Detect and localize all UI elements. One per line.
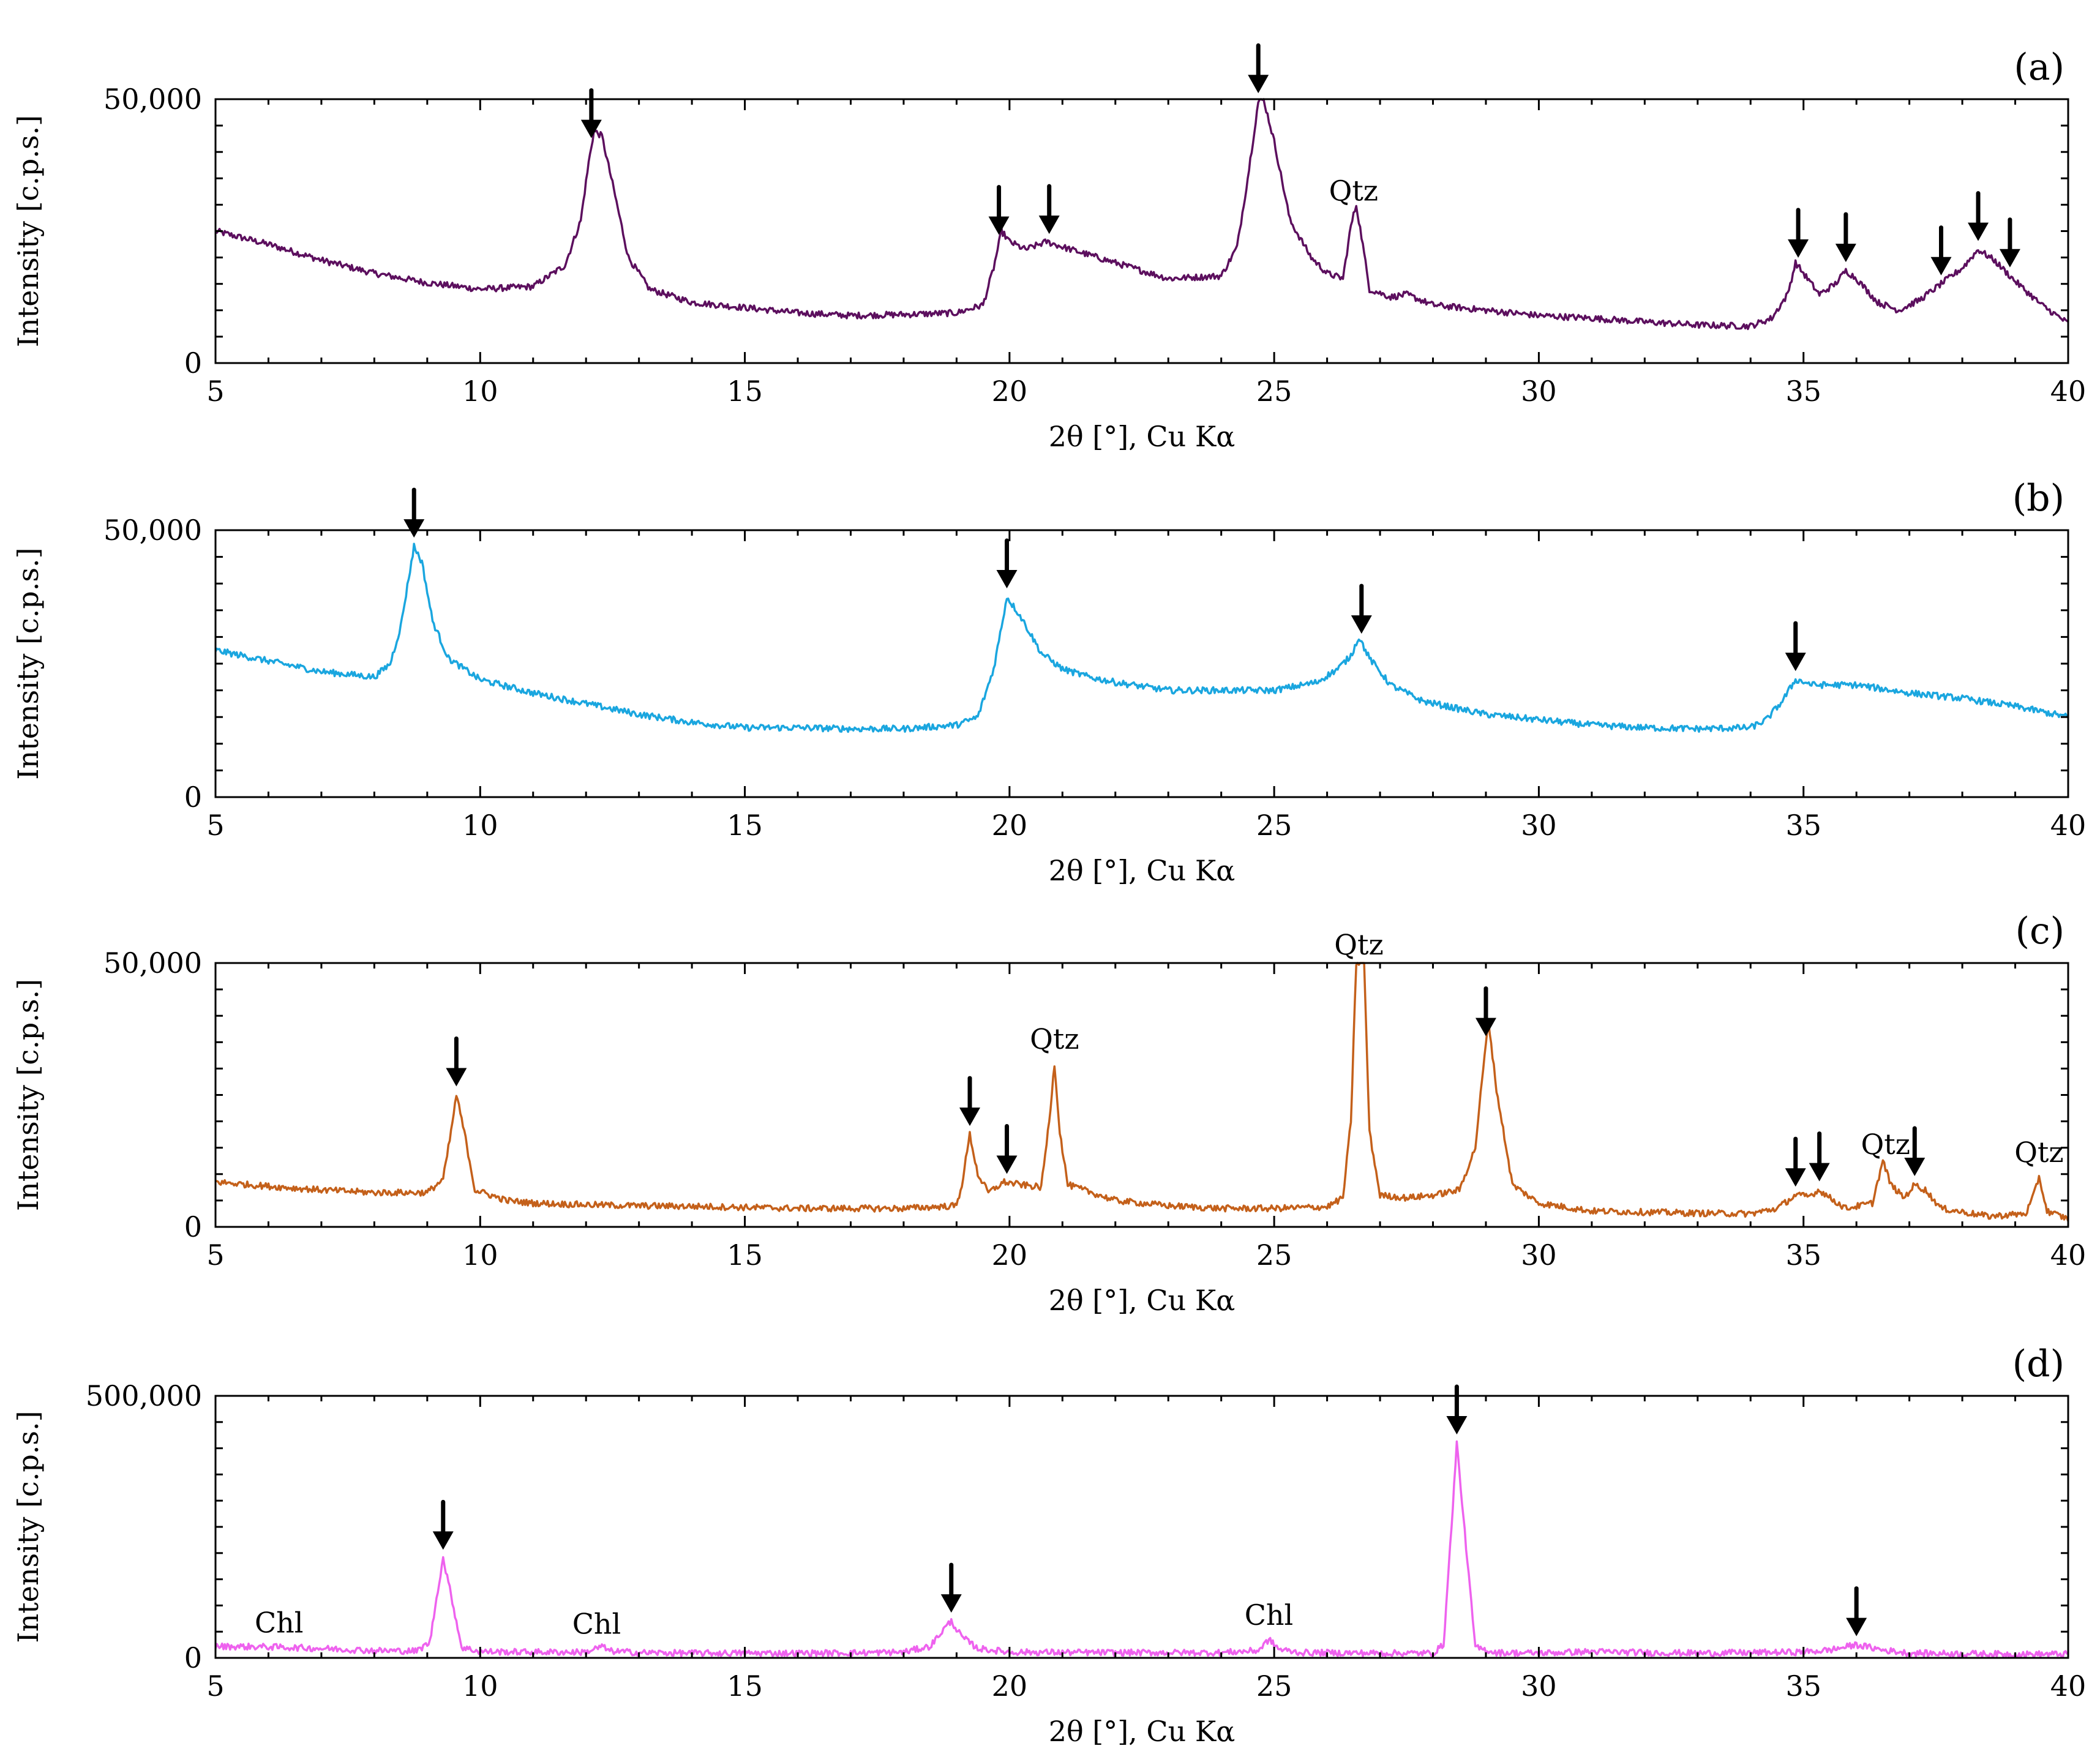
peak-arrow (1788, 208, 1809, 258)
panel-label: (d) (2012, 1343, 2064, 1385)
x-tick-label: 20 (992, 1670, 1028, 1703)
x-tick-label: 25 (1256, 375, 1292, 408)
plot-frame (214, 529, 2069, 798)
x-tick-label: 40 (2050, 375, 2087, 408)
x-tick-label: 35 (1785, 809, 1821, 842)
x-tick-label: 5 (206, 1670, 224, 1703)
y-tick-label: 500,000 (86, 1379, 202, 1412)
peak-annotation: Qtz (2014, 1136, 2063, 1169)
x-tick-label: 5 (206, 809, 224, 842)
x-tick-label: 30 (1521, 1670, 1557, 1703)
x-tick-label: 20 (992, 375, 1028, 408)
x-tick-label: 30 (1521, 809, 1557, 842)
x-tick-label: 40 (2050, 1670, 2087, 1703)
x-tick-label: 15 (727, 809, 763, 842)
peak-annotation: Chl (1245, 1598, 1294, 1632)
series-line (214, 1440, 2069, 1658)
panel-a: 5 10 15 20 25 30 35 40 0 50,000 2θ [°], Cu Kα Inten… (12, 43, 2087, 453)
x-tick-label: 20 (992, 1239, 1028, 1272)
peak-arrow (1446, 1384, 1468, 1435)
panel-label: (b) (2012, 477, 2064, 520)
peak-annotation: Chl (255, 1606, 304, 1640)
y-axis-title: Intensity [c.p.s.] (12, 1411, 45, 1643)
x-tick-label: 25 (1256, 809, 1292, 842)
x-axis-title: 2θ [°], Cu Kα (1049, 420, 1236, 453)
series-line (214, 542, 2069, 733)
peak-arrow (1846, 1586, 1867, 1636)
peak-arrow (1785, 621, 1806, 672)
x-tick-label: 15 (727, 375, 763, 408)
peak-annotation: Qtz (1030, 1022, 1079, 1055)
x-tick-label: 40 (2050, 1239, 2087, 1272)
peak-annotation: Chl (572, 1607, 621, 1640)
y-axis-title: Intensity [c.p.s.] (12, 979, 45, 1211)
peak-arrow (1835, 212, 1856, 263)
x-tick-label: 25 (1256, 1239, 1292, 1272)
x-tick-label: 5 (206, 1239, 224, 1272)
plot-frame (214, 1395, 2069, 1659)
plot-frame (214, 98, 2069, 364)
peak-arrow (1038, 184, 1060, 234)
panel-label: (a) (2014, 46, 2064, 89)
x-tick-label: 30 (1521, 375, 1557, 408)
x-tick-label: 35 (1785, 375, 1821, 408)
peak-arrow (1904, 1126, 1926, 1177)
x-tick-label: 10 (462, 375, 498, 408)
panel-b: 5 10 15 20 25 30 35 40 0 50,000 2θ [°], Cu Kα Inten… (12, 477, 2086, 887)
peak-arrow (446, 1036, 467, 1087)
peak-annotation: Qtz (1329, 174, 1378, 208)
y-tick-label: 0 (184, 1641, 202, 1674)
peak-arrow (1248, 43, 1269, 94)
peak-arrow (1930, 225, 1952, 275)
series-line (215, 962, 2069, 1222)
x-axis-title: 2θ [°], Cu Kα (1049, 1715, 1236, 1748)
y-tick-label: 50,000 (103, 946, 202, 980)
peak-arrow (996, 1123, 1018, 1174)
x-tick-label: 35 (1785, 1239, 1821, 1272)
peak-arrow (940, 1562, 962, 1613)
peak-arrow (959, 1076, 981, 1126)
peak-arrow (1999, 217, 2020, 268)
x-tick-label: 20 (992, 809, 1028, 842)
peak-arrow (1809, 1131, 1830, 1182)
x-tick-label: 40 (2050, 809, 2087, 842)
x-tick-label: 5 (206, 375, 224, 408)
x-tick-label: 10 (462, 1670, 498, 1703)
peak-arrow (1351, 583, 1372, 634)
peak-arrow (1475, 986, 1496, 1036)
series-line (214, 98, 2069, 331)
panel-d: 5 10 15 20 25 30 35 40 0 500,000 2θ [°], Cu Kα Inte… (12, 1343, 2086, 1748)
x-tick-label: 15 (727, 1239, 763, 1272)
x-tick-label: 25 (1256, 1670, 1292, 1703)
x-tick-label: 30 (1521, 1239, 1557, 1272)
peak-arrow (988, 185, 1010, 235)
plot-frame (214, 962, 2069, 1228)
peak-arrow (996, 538, 1018, 588)
peak-arrow (1968, 191, 1989, 241)
y-tick-label: 50,000 (103, 514, 202, 547)
panel-c: 5 10 15 20 25 30 35 40 0 50,000 2θ [°], Cu Kα Inten… (12, 910, 2086, 1317)
x-axis-title: 2θ [°], Cu Kα (1049, 1284, 1236, 1317)
peak-arrow (1785, 1136, 1806, 1187)
x-axis-title: 2θ [°], Cu Kα (1049, 854, 1236, 887)
peak-annotation: Qtz (1334, 928, 1383, 961)
y-tick-label: 50,000 (103, 83, 202, 116)
y-tick-label: 0 (184, 347, 202, 380)
x-tick-label: 15 (727, 1670, 763, 1703)
peak-arrow (580, 88, 602, 138)
y-tick-label: 0 (184, 781, 202, 814)
peak-arrow (403, 487, 425, 538)
y-axis-title: Intensity [c.p.s.] (12, 547, 45, 779)
x-tick-label: 10 (462, 1239, 498, 1272)
peak-annotation: Qtz (1861, 1128, 1910, 1161)
panel-label: (c) (2016, 910, 2064, 953)
peak-arrow (432, 1499, 454, 1550)
x-tick-label: 35 (1785, 1670, 1821, 1703)
x-tick-label: 10 (462, 809, 498, 842)
y-tick-label: 0 (184, 1210, 202, 1243)
y-axis-title: Intensity [c.p.s.] (12, 115, 45, 347)
